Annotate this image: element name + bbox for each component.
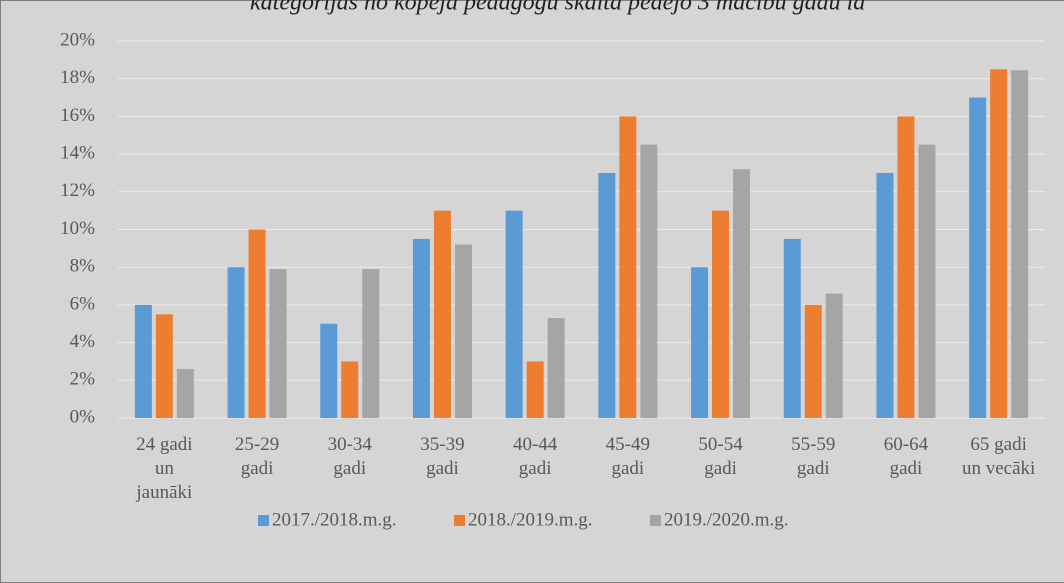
bar [733, 169, 751, 418]
x-tick-label: 55-59 gadi [791, 434, 835, 479]
bar [269, 269, 287, 418]
legend-swatch [454, 515, 465, 526]
x-tick-label: 40-44 gadi [513, 434, 558, 479]
x-tick-label: 35-39 gadi [420, 434, 464, 479]
bar [598, 172, 616, 418]
bar [825, 293, 843, 418]
bar [1011, 70, 1029, 418]
bar [454, 244, 472, 418]
y-tick-label: 14% [60, 142, 95, 163]
y-tick-label: 10% [60, 218, 95, 239]
bar [341, 361, 359, 418]
bar [248, 229, 266, 418]
legend-swatch [258, 515, 269, 526]
x-tick-label: 24 gadi un jaunāki [135, 434, 192, 503]
y-tick-label: 18% [60, 67, 95, 88]
y-tick-label: 2% [70, 369, 96, 390]
bar [918, 144, 936, 419]
bar [505, 210, 523, 418]
legend-swatch [650, 515, 661, 526]
x-tick-label: 50-54 gadi [698, 434, 743, 479]
y-tick-label: 12% [60, 180, 95, 201]
bar [691, 267, 709, 418]
bar [804, 304, 822, 418]
y-tick-label: 16% [60, 105, 95, 126]
x-tick-label: 25-29 gadi [235, 434, 279, 479]
bar [712, 210, 730, 418]
bar [547, 318, 565, 418]
bar [526, 361, 544, 418]
x-tick-label: 65 gadi un vecāki [962, 434, 1035, 479]
bar [897, 116, 915, 419]
y-tick-label: 20% [60, 29, 95, 50]
y-tick-label: 0% [70, 406, 96, 427]
bar [176, 368, 194, 418]
bar [134, 304, 152, 418]
bar [227, 267, 245, 418]
bar [990, 69, 1008, 419]
bar [320, 323, 338, 418]
chart-title: kategorijās no kopējā pedagogu skaita pē… [250, 0, 865, 16]
bar [412, 238, 430, 418]
bar [783, 238, 801, 418]
bar [969, 97, 987, 419]
bar [362, 269, 380, 418]
legend-label: 2018./2019.m.g. [468, 509, 593, 530]
bar [876, 172, 894, 418]
x-tick-label: 30-34 gadi [328, 434, 373, 479]
bar [640, 144, 658, 419]
y-tick-label: 4% [70, 331, 96, 352]
x-tick-label: 45-49 gadi [606, 434, 650, 479]
bar [619, 116, 637, 419]
legend-label: 2017./2018.m.g. [272, 509, 397, 530]
x-tick-label: 60-64 gadi [884, 434, 929, 479]
bar [155, 314, 173, 418]
y-tick-label: 6% [70, 293, 96, 314]
bar [433, 210, 451, 418]
y-tick-label: 8% [70, 256, 96, 277]
legend-label: 2019./2020.m.g. [664, 509, 789, 530]
